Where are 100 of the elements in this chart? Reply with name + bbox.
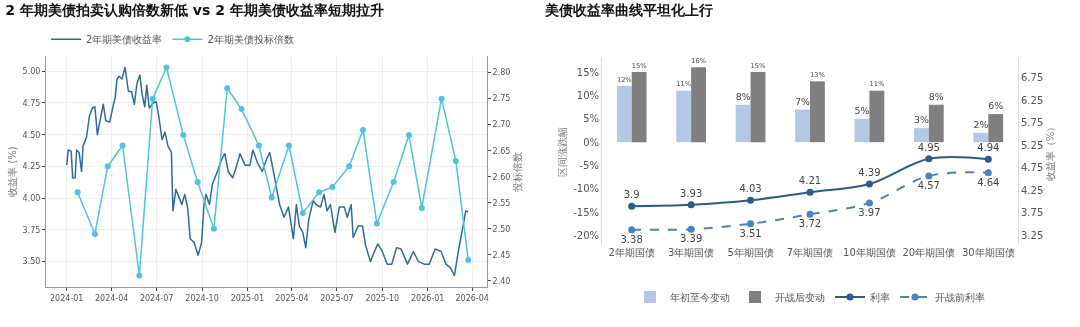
point <box>104 163 111 170</box>
bar <box>869 90 885 143</box>
point <box>163 64 170 71</box>
x-tick-label: 2025-04 <box>275 293 309 303</box>
point <box>360 126 367 133</box>
y2-tick-label: 2.80 <box>492 68 511 78</box>
y-tick-label: 0% <box>583 136 599 148</box>
point <box>438 95 445 102</box>
point <box>136 272 143 279</box>
bar <box>854 118 870 143</box>
x-tick-label: 2024-10 <box>185 293 219 303</box>
point <box>806 210 814 218</box>
y2-tick-label: 2.45 <box>492 250 511 260</box>
point <box>180 132 187 139</box>
y2-tick-label: 2.65 <box>492 146 511 156</box>
y-tick-label: -5% <box>579 160 599 172</box>
bar <box>676 90 692 143</box>
data-label: 4.39 <box>858 167 881 179</box>
data-label: 3.72 <box>798 218 822 230</box>
point <box>91 230 98 237</box>
x-tick-label: 2025-07 <box>320 293 354 303</box>
y2-tick-label: 2.75 <box>492 94 511 104</box>
legend-label: 利率 <box>870 291 890 303</box>
y-tick-label: 10% <box>576 89 599 101</box>
y-tick-label: 15% <box>576 66 599 78</box>
data-label: 4.21 <box>798 175 822 187</box>
x-tick-label: 10年期国债 <box>843 247 896 258</box>
bar <box>631 72 647 143</box>
y-tick-label: 4.25 <box>22 162 41 172</box>
y2-tick-label: 6.25 <box>1021 94 1044 106</box>
bar <box>735 104 751 143</box>
point <box>628 202 636 210</box>
point <box>316 189 323 196</box>
bar <box>616 86 632 143</box>
y-tick-label: -10% <box>573 183 599 195</box>
x-tick-label: 2026-04 <box>455 293 489 303</box>
point <box>346 163 353 170</box>
data-label: 3.51 <box>739 227 762 239</box>
x-tick-label: 5年期国债 <box>727 247 774 258</box>
point <box>405 132 412 139</box>
point <box>390 178 397 185</box>
point <box>119 142 126 149</box>
point <box>210 225 217 232</box>
y-tick-label: 3.75 <box>22 225 41 235</box>
y-tick-label: 4.50 <box>22 130 41 140</box>
point <box>628 226 636 234</box>
data-label: 3.38 <box>620 233 643 245</box>
point <box>687 201 695 209</box>
y2-tick-label: 2.70 <box>492 120 511 130</box>
x-tick-label: 2025-10 <box>365 293 400 303</box>
x-tick-label: 30年期国债 <box>961 247 1015 258</box>
y2-tick-label: 2.50 <box>492 224 511 234</box>
point <box>74 189 81 196</box>
bar <box>795 109 810 143</box>
data-label: 4.95 <box>917 141 940 153</box>
y2-tick-label: 5.25 <box>1021 139 1044 151</box>
data-label: 5% <box>854 104 870 116</box>
data-label: 3.9 <box>623 189 640 201</box>
point <box>224 85 231 92</box>
y2-tick-label: 4.75 <box>1021 162 1044 174</box>
bar <box>928 104 944 143</box>
data-label: 3% <box>914 114 929 126</box>
point <box>299 210 306 217</box>
y2-tick-label: 5.75 <box>1021 117 1044 129</box>
bar <box>914 128 929 143</box>
data-label: 7% <box>795 95 811 107</box>
point <box>806 188 814 196</box>
point <box>747 196 755 204</box>
y-tick-label: -15% <box>573 206 599 218</box>
point <box>194 178 201 185</box>
legend-label: 年初至今变动 <box>670 291 730 303</box>
y2-axis-title: 收益率（%） <box>1044 121 1056 182</box>
y2-tick-label: 2.40 <box>492 276 511 286</box>
data-label: 4.64 <box>977 176 1000 188</box>
y-tick-label: 4.75 <box>22 98 41 108</box>
y2-tick-label: 2.60 <box>492 172 511 182</box>
data-label: 4.94 <box>977 142 1000 154</box>
x-tick-label: 2025-01 <box>230 293 265 303</box>
y2-tick-label: 6.75 <box>1021 71 1044 83</box>
bar <box>750 72 766 143</box>
data-label: 3.93 <box>680 187 703 199</box>
y-tick-label: 5% <box>583 113 599 125</box>
point <box>687 225 695 233</box>
point <box>255 142 262 149</box>
y2-axis-title: 投标倍数 <box>511 151 523 193</box>
data-label: 6% <box>988 100 1004 112</box>
x-tick-label: 3年期国债 <box>667 247 715 258</box>
point <box>865 180 873 188</box>
data-label: 8% <box>735 90 751 102</box>
point <box>149 95 156 102</box>
point <box>418 204 425 211</box>
data-label: 8% <box>928 90 944 102</box>
y-tick-label: -20% <box>573 230 599 242</box>
y2-tick-label: 3.25 <box>1021 230 1044 242</box>
data-label: 4.57 <box>917 179 940 191</box>
legend-label: 开战前利率 <box>935 291 985 303</box>
point <box>465 256 472 263</box>
bar <box>810 81 825 143</box>
x-tick-label: 7年期国债 <box>786 247 834 258</box>
point <box>865 199 873 207</box>
